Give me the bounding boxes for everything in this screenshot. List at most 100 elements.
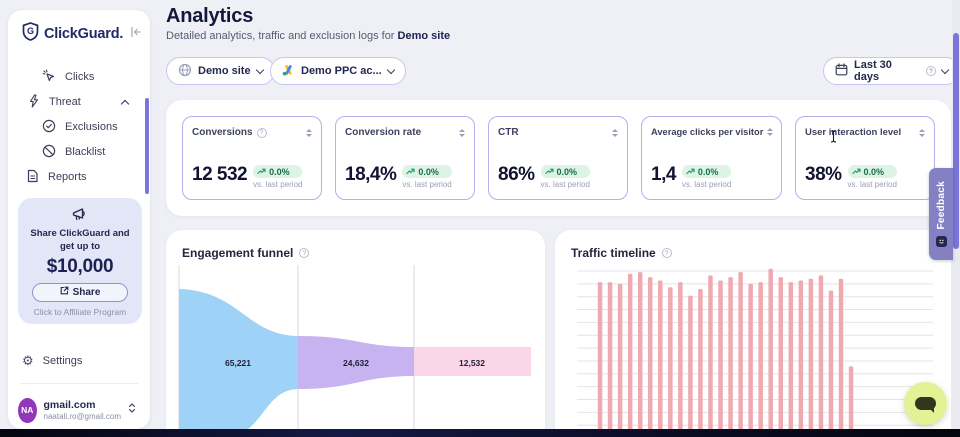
logo-row: G ClickGuard. [22,22,142,46]
sidebar-item-clicks[interactable]: Clicks [8,65,150,89]
funnel-stage-engaged [298,336,414,389]
promo-text-line1: Share ClickGuard and [30,228,130,239]
traffic-bar [678,282,683,437]
kpi-label: CTR [498,127,519,138]
funnel-value-3: 12,532 [459,358,485,368]
traffic-bar [728,277,733,437]
account-switcher[interactable]: NA gmail.com naatali.ro@gmail.com [18,392,142,428]
funnel-value-2: 24,632 [343,358,369,368]
site-selector-dropdown[interactable]: Demo site [166,57,275,85]
smiley-icon [935,235,947,247]
kpi-value: 38% [805,164,842,185]
vs-period-label: vs. last period [847,180,897,189]
kpi-value: 12 532 [192,164,248,185]
traffic-bar [627,273,633,437]
traffic-bar [828,290,834,437]
change-badge: 0.0% [402,165,452,178]
kpi-strip: Conversions ? 12 532 0.0% vs. last perio… [166,100,951,216]
page-title: Analytics [166,5,254,27]
traffic-bar [778,277,784,437]
traffic-bar [838,278,844,437]
info-icon[interactable]: ? [926,66,937,76]
sort-icon[interactable] [612,128,618,137]
account-name: gmail.com [43,399,96,412]
traffic-bar [848,366,854,437]
traffic-timeline-chart [577,268,933,437]
updown-chevron-icon[interactable] [128,401,136,419]
click-icon [42,69,56,86]
change-value: 0.0% [418,166,439,177]
change-badge: 0.0% [540,165,590,178]
traffic-bar [658,280,663,437]
brand-name: ClickGuard. [44,26,124,42]
check-circle-icon [42,119,56,136]
kpi-value: 86% [498,164,535,185]
promo-amount: $10,000 [46,255,114,277]
sidebar-item-settings[interactable]: ⚙ Settings [22,350,82,372]
avatar: NA [18,397,37,423]
sidebar-item-blacklist[interactable]: Blacklist [8,140,150,164]
feedback-label: Feedback [935,181,947,230]
traffic-bar [637,272,643,437]
lightning-icon [28,93,40,111]
sidebar-item-exclusions[interactable]: Exclusions [8,115,150,139]
kpi-card-conversions[interactable]: Conversions ? 12 532 0.0% vs. last perio… [182,116,322,200]
sidebar-item-reports[interactable]: Reports [8,165,150,189]
ppc-account-value: Demo PPC ac... [301,65,382,77]
kpi-label: User interaction level [805,127,902,138]
date-range-dropdown[interactable]: Last 30 days ? [823,57,960,85]
chevron-down-icon [255,65,264,74]
kpi-card-conversion-rate[interactable]: Conversion rate 18,4% 0.0% vs. last peri… [335,116,475,200]
kpi-card-avg-clicks[interactable]: Average clicks per visitor 1,4 0.0% vs. … [641,116,782,200]
kpi-label: Conversions [192,127,253,138]
page-scrollbar-thumb[interactable] [953,33,959,249]
kpi-value: 18,4% [345,164,397,185]
sidebar-item-label: Blacklist [65,146,106,158]
chat-widget-button[interactable] [904,382,947,425]
chevron-down-icon [940,65,950,74]
kpi-card-interaction-level[interactable]: User interaction level 38% 0.0% vs. last… [795,116,935,200]
funnel-stage-visitors [179,289,298,437]
info-icon[interactable]: ? [299,248,310,258]
sort-icon[interactable] [306,128,312,137]
sidebar-item-threat[interactable]: Threat [8,90,150,114]
traffic-bar [688,295,693,437]
feedback-tab[interactable]: Feedback [929,168,953,260]
sort-icon[interactable] [767,128,774,136]
clickguard-shield-logo-icon: G [22,22,39,46]
kpi-label: Average clicks per visitor [651,127,764,137]
affiliate-promo-card[interactable]: Share ClickGuard and get up to $10,000 S… [18,198,142,324]
page-subtitle: Detailed analytics, traffic and exclusio… [166,30,450,42]
share-button[interactable]: Share [32,282,128,302]
sort-icon[interactable] [919,128,925,137]
funnel-stage-converted [414,347,531,376]
bottom-edge-bar [0,429,960,437]
change-value: 0.0% [863,166,885,177]
traffic-bar [597,282,603,437]
document-icon [26,169,39,186]
kpi-card-ctr[interactable]: CTR 86% 0.0% vs. last period [488,116,628,200]
info-icon[interactable]: ? [661,248,672,258]
chevron-up-icon[interactable] [120,99,130,108]
vs-period-label: vs. last period [540,180,590,189]
sidebar-item-label: Threat [49,96,81,108]
change-badge: 0.0% [681,165,732,178]
info-icon[interactable]: ? [256,127,267,138]
sidebar: G ClickGuard. Clicks Threat Exclusions B… [8,10,150,429]
sort-icon[interactable] [459,128,465,137]
kpi-label: Conversion rate [345,127,422,138]
promo-text-line2: get up to [59,240,101,252]
vs-period-label: vs. last period [402,180,452,189]
change-badge: 0.0% [847,165,897,178]
sidebar-collapse-icon[interactable] [129,25,142,43]
sidebar-scrollbar-thumb[interactable] [145,98,149,194]
megaphone-icon [71,208,89,227]
chart-title: Engagement funnel [182,246,294,260]
google-ads-icon [282,64,295,79]
sidebar-item-label: Reports [48,171,87,183]
chevron-down-icon [386,65,395,74]
sidebar-item-label: Exclusions [65,121,118,133]
traffic-bar [718,280,723,437]
ppc-account-dropdown[interactable]: Demo PPC ac... [270,57,406,85]
traffic-bar [738,272,743,437]
